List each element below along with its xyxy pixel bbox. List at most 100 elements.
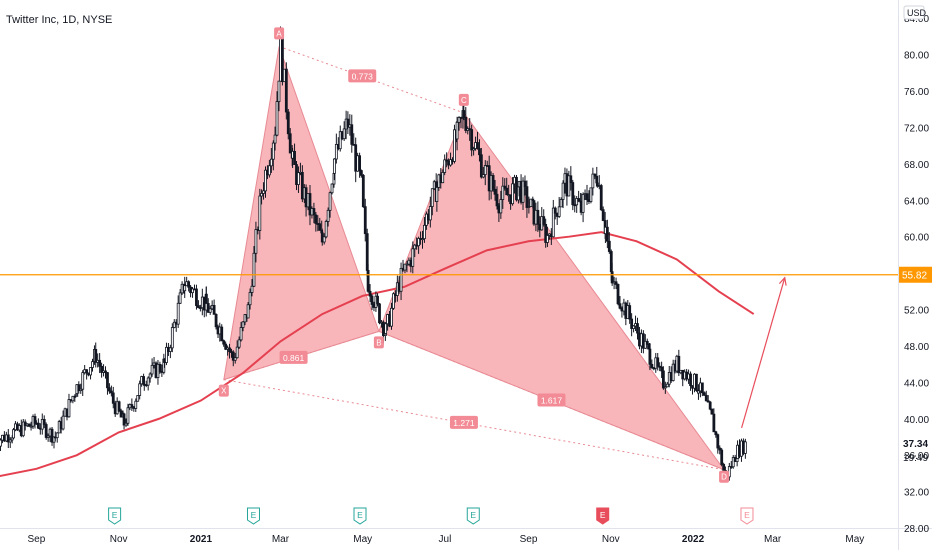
candle-body	[479, 154, 483, 178]
candle-body	[591, 173, 595, 189]
candle-body	[258, 195, 262, 231]
candle-body	[716, 434, 720, 449]
candle-body	[544, 223, 548, 243]
candle-body	[100, 365, 103, 373]
candle-body	[423, 224, 426, 240]
candle-body	[222, 340, 226, 345]
candle	[117, 400, 121, 413]
candle	[453, 124, 456, 164]
candle-body	[330, 183, 334, 194]
candle-body	[546, 235, 549, 243]
candle	[85, 369, 89, 380]
countdown-label: 19:49	[903, 453, 928, 464]
pattern-point-label: B	[376, 338, 381, 347]
ratio-badge: 0.861	[279, 350, 308, 364]
level-price-label: 55.82	[902, 271, 927, 282]
candle-body	[656, 357, 660, 367]
x-tick-label: Mar	[272, 534, 290, 545]
candle-body	[346, 118, 350, 128]
y-tick-label: 32.00	[904, 488, 929, 499]
candle	[165, 342, 168, 366]
candle	[297, 166, 300, 193]
candle	[273, 126, 277, 151]
candle	[36, 418, 40, 430]
candle	[233, 352, 237, 364]
candle	[264, 166, 267, 198]
candle-body	[197, 305, 200, 308]
candle-body	[267, 165, 271, 176]
candle-body	[378, 303, 381, 324]
candle-body	[636, 323, 639, 334]
earnings-marker-shape	[246, 507, 260, 525]
candle-body	[660, 366, 664, 372]
candle	[46, 433, 50, 442]
candle-body	[567, 175, 571, 197]
candle-body	[361, 174, 365, 208]
candle	[286, 108, 290, 140]
candle	[491, 172, 495, 192]
earnings-marker: E	[108, 507, 122, 525]
candle	[403, 263, 407, 274]
candle	[222, 339, 226, 347]
candle-body	[165, 346, 168, 363]
candle	[417, 236, 420, 254]
candle	[8, 437, 12, 448]
ratio-label: 1.271	[453, 418, 475, 428]
candle-body	[399, 267, 403, 292]
candle	[455, 116, 459, 151]
candle	[61, 410, 65, 431]
candle-body	[689, 373, 692, 387]
projection-arrowhead	[778, 276, 787, 286]
candle	[495, 186, 499, 210]
ratio-label: 0.861	[283, 353, 305, 363]
candle-body	[366, 270, 370, 292]
candle	[472, 146, 476, 156]
candle	[146, 376, 150, 391]
candle	[483, 160, 487, 186]
candle	[91, 358, 94, 372]
candle-body	[551, 207, 555, 238]
candle-body	[390, 307, 393, 327]
candle-body	[453, 129, 456, 162]
candle-body	[338, 131, 342, 150]
candle	[224, 341, 228, 351]
candle-body	[663, 386, 667, 389]
candle-body	[708, 401, 712, 410]
candle-body	[150, 364, 154, 375]
y-tick-label: 72.00	[904, 123, 929, 134]
candle-body	[106, 372, 109, 389]
candle	[269, 147, 273, 173]
candle	[567, 170, 571, 197]
level-price-tag: 55.82	[899, 266, 932, 283]
candle-body	[601, 209, 605, 221]
candle-body	[271, 142, 275, 160]
candle	[108, 383, 111, 394]
candle-body	[79, 388, 83, 392]
candle	[722, 462, 726, 471]
moving-average-line	[0, 231, 755, 477]
pattern-point-a: A	[274, 27, 285, 40]
ratio-badge: 0.773	[348, 69, 377, 83]
candle	[731, 455, 735, 469]
earnings-marker: E	[596, 507, 610, 525]
candle-body	[464, 117, 468, 131]
candle	[271, 140, 275, 171]
candle-body	[206, 303, 210, 313]
earnings-marker-label: E	[112, 510, 118, 520]
candle-body	[455, 121, 459, 140]
candle-body	[324, 221, 328, 238]
ratio-box	[537, 393, 566, 407]
candle-body	[332, 158, 336, 174]
candle-body	[614, 281, 618, 285]
candle	[413, 243, 417, 258]
candle	[239, 321, 243, 342]
candle-body	[392, 293, 395, 309]
candle-body	[368, 290, 372, 297]
candle-body	[252, 252, 256, 287]
candle-body	[569, 175, 573, 183]
candle-body	[571, 182, 575, 206]
candle-body	[722, 464, 726, 471]
candle-body	[618, 303, 622, 309]
